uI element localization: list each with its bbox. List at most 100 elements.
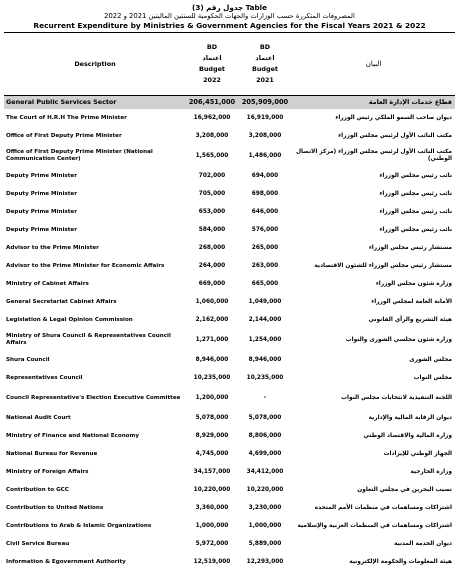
row-budget-2022: 669,000 xyxy=(198,280,226,287)
row-budget-2022: 10,235,000 xyxy=(193,374,231,381)
row-description-en: Ministry of Foreign Affairs xyxy=(6,468,89,475)
row-description-en: Advisor to the Prime Minister for Econom… xyxy=(6,262,165,269)
row-budget-2021: 576,000 xyxy=(251,226,279,233)
row-budget-2021: 265,000 xyxy=(251,244,279,251)
row-budget-2022: 5,972,000 xyxy=(195,540,229,547)
row-budget-2021: 5,078,000 xyxy=(248,414,282,421)
row-budget-2021: 2,144,000 xyxy=(248,316,282,323)
sector-name-en: General Public Services Sector xyxy=(4,95,186,109)
table-row: Ministry of Finance and National Economy… xyxy=(4,427,455,445)
table-number: جدول رقم (3) Table xyxy=(192,3,267,12)
row-description-en: Contribution to United Nations xyxy=(6,504,104,511)
row-budget-2022: 702,000 xyxy=(198,172,226,179)
row-budget-2021: 5,889,000 xyxy=(248,540,282,547)
table-row: Shura Council 8,946,000 8,946,000 مجلس الشو… xyxy=(4,351,455,369)
expenditure-table: Description BD اعتماد Budget 2022 BD اعت… xyxy=(4,32,455,571)
row-description-ar: هيئة المعلومات والحكومة الإلكترونية xyxy=(349,558,452,565)
row-description-en: Advisor to the Prime Minister xyxy=(6,244,99,251)
table-row: Contribution to United Nations 3,360,000 3… xyxy=(4,499,455,517)
header-budget-2021: BD اعتماد Budget 2021 xyxy=(238,32,292,96)
table-row: Council Representative's Election Execut… xyxy=(4,387,455,409)
row-description-en: Representatives Council xyxy=(6,374,83,381)
table-row: Advisor to the Prime Minister for Econom… xyxy=(4,257,455,275)
title-english: Recurrent Expenditure by Ministries & Go… xyxy=(33,21,426,30)
row-budget-2022: 268,000 xyxy=(198,244,226,251)
table-row: Ministry of Shura Council & Representati… xyxy=(4,329,455,351)
row-budget-2022: 10,220,000 xyxy=(193,486,231,493)
table-row: Ministry of Foreign Affairs 34,157,000 34,… xyxy=(4,463,455,481)
row-description-ar: نائب رئيس مجلس الوزراء xyxy=(379,208,452,215)
row-budget-2021: - xyxy=(263,394,267,401)
row-budget-2021: 16,919,000 xyxy=(246,114,284,121)
row-budget-2022: 1,271,000 xyxy=(195,336,229,343)
row-budget-2021: 698,000 xyxy=(251,190,279,197)
row-budget-2021: 1,049,000 xyxy=(248,298,282,305)
table-header-row: Description BD اعتماد Budget 2022 BD اعت… xyxy=(4,32,455,96)
row-budget-2021: 10,220,000 xyxy=(246,486,284,493)
row-description-en: Deputy Prime Minister xyxy=(6,190,77,197)
row-budget-2022: 1,200,000 xyxy=(195,394,229,401)
row-budget-2022: 4,745,000 xyxy=(195,450,229,457)
table-row: Ministry of Cabinet Affairs 669,000 665,00… xyxy=(4,275,455,293)
row-description-en: Shura Council xyxy=(6,356,50,363)
row-description-ar: ديوان الخدمة المدنية xyxy=(393,540,452,547)
header-arabic: البيان xyxy=(292,32,455,96)
table-row: Office of First Deputy Prime Minister (N… xyxy=(4,145,455,167)
row-budget-2021: 1,254,000 xyxy=(248,336,282,343)
row-description-en: National Audit Court xyxy=(6,414,71,421)
row-description-en: Contribution to GCC xyxy=(6,486,69,493)
row-description-en: Ministry of Shura Council & Representati… xyxy=(6,333,171,346)
row-budget-2021: 646,000 xyxy=(251,208,279,215)
row-description-en: Deputy Prime Minister xyxy=(6,208,77,215)
row-description-en: Information & Egovernment Authority xyxy=(6,558,126,565)
row-budget-2021: 4,699,000 xyxy=(248,450,282,457)
sector-budget-2021: 205,909,000 xyxy=(238,95,292,109)
row-description-ar: وزارة شئون مجلس الوزراء xyxy=(375,280,452,287)
row-budget-2022: 34,157,000 xyxy=(193,468,231,475)
row-description-ar: مكتب النائب الأول لرئيس مجلس الوزراء (مر… xyxy=(295,149,452,162)
row-description-en: Ministry of Finance and National Economy xyxy=(6,432,139,439)
row-description-ar: هيئة التشريع والرأي القانوني xyxy=(368,316,452,323)
row-description-ar: مكتب النائب الأول لرئيس مجلس الوزراء xyxy=(338,132,452,139)
row-description-en: National Bureau for Revenue xyxy=(6,450,98,457)
table-row: Deputy Prime Minister 705,000 698,000 نائب … xyxy=(4,185,455,203)
row-budget-2022: 584,000 xyxy=(198,226,226,233)
row-budget-2021: 1,486,000 xyxy=(248,152,282,159)
row-description-en: Legislation & Legal Opinion Commission xyxy=(6,316,133,323)
table-row: Deputy Prime Minister 584,000 576,000 نائب … xyxy=(4,221,455,239)
header-budget-2022: BD اعتماد Budget 2022 xyxy=(186,32,238,96)
table-row: Advisor to the Prime Minister 268,000 265,… xyxy=(4,239,455,257)
table-row: Legislation & Legal Opinion Commission 2,… xyxy=(4,311,455,329)
table-row: Representatives Council 10,235,000 10,235,… xyxy=(4,369,455,387)
row-description-ar: اشتراكات ومساهمات في المنظمات العربية وا… xyxy=(297,522,452,529)
row-description-en: Deputy Prime Minister xyxy=(6,226,77,233)
table-row: Contributions to Arab & Islamic Organiza… xyxy=(4,517,455,535)
row-description-en: Ministry of Cabinet Affairs xyxy=(6,280,89,287)
row-budget-2021: 12,293,000 xyxy=(246,558,284,565)
row-budget-2022: 3,208,000 xyxy=(195,132,229,139)
table-row: Contribution to GCC 10,220,000 10,220,000 ن… xyxy=(4,481,455,499)
row-description-ar: اللجنة التنفيذية لانتخابات مجلس النواب xyxy=(341,394,452,401)
row-budget-2022: 8,946,000 xyxy=(195,356,229,363)
table-row: Deputy Prime Minister 653,000 646,000 نائب … xyxy=(4,203,455,221)
table-row: Deputy Prime Minister 702,000 694,000 نائب … xyxy=(4,167,455,185)
row-budget-2022: 1,565,000 xyxy=(195,152,229,159)
row-description-ar: وزارة الخارجية xyxy=(410,468,452,475)
row-description-en: General Secretariat Cabinet Affairs xyxy=(6,298,117,305)
row-budget-2021: 8,946,000 xyxy=(248,356,282,363)
table-row: The Court of H.R.H The Prime Minister 16,… xyxy=(4,109,455,127)
table-row: General Secretariat Cabinet Affairs 1,060… xyxy=(4,293,455,311)
table-row: Information & Egovernment Authority 12,51… xyxy=(4,553,455,571)
row-budget-2021: 3,208,000 xyxy=(248,132,282,139)
row-budget-2022: 653,000 xyxy=(198,208,226,215)
row-budget-2021: 694,000 xyxy=(251,172,279,179)
row-budget-2022: 8,929,000 xyxy=(195,432,229,439)
row-description-ar: الأمانة العامة لمجلس الوزراء xyxy=(371,298,452,305)
table-row: Office of First Deputy Prime Minister 3,2… xyxy=(4,127,455,145)
row-description-ar: مجلس النواب xyxy=(413,374,452,381)
row-budget-2022: 705,000 xyxy=(198,190,226,197)
sector-name-ar: قطاع خدمات الإدارة العامة xyxy=(292,95,455,109)
row-description-en: Office of First Deputy Prime Minister xyxy=(6,132,122,139)
title-arabic: المصروفات المتكررة حسب الوزارات والجهات … xyxy=(104,12,355,20)
